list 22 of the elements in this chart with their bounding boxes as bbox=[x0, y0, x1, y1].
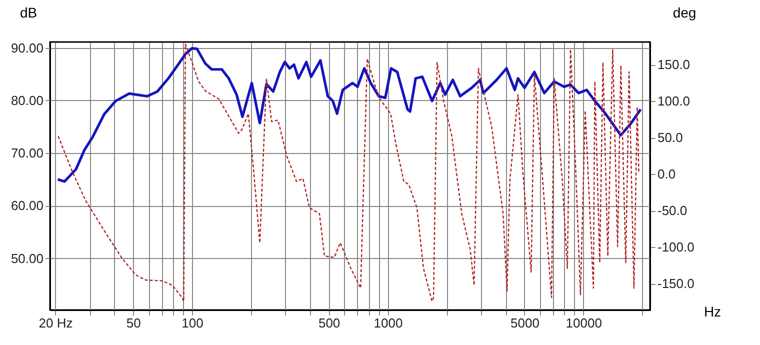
x-tick-label: 10000 bbox=[566, 316, 602, 330]
y-tick-label: 70.00 bbox=[10, 146, 44, 161]
y2-tick-label: 50.0 bbox=[658, 130, 683, 146]
y-tick-label: 60.00 bbox=[10, 198, 44, 214]
y2-tick-label: 150.0 bbox=[658, 57, 690, 72]
y-tick-label: 50.00 bbox=[10, 250, 44, 266]
y2-tick-label: -50.0 bbox=[658, 203, 688, 218]
y-tick-label: 90.00 bbox=[10, 40, 44, 56]
x-tick-label: 100 bbox=[182, 316, 204, 330]
y2-axis-title: deg bbox=[672, 4, 696, 20]
y-axis-title: dB bbox=[20, 4, 38, 20]
y2-tick-label: 0.0 bbox=[658, 166, 676, 182]
y2-tick-label: 100.0 bbox=[658, 94, 690, 109]
x-tick-label: 500 bbox=[318, 316, 340, 330]
x-axis-title: Hz bbox=[704, 304, 722, 320]
x-tick-label: 5000 bbox=[510, 316, 540, 330]
x-tick-label: 20 Hz bbox=[38, 316, 73, 330]
x-tick-label: 50 bbox=[126, 316, 141, 330]
y-tick-label: 80.00 bbox=[10, 92, 44, 108]
y2-tick-label: -150.0 bbox=[658, 276, 694, 292]
y2-tick-label: -100.0 bbox=[658, 240, 694, 255]
x-tick-label: 1000 bbox=[374, 316, 403, 330]
